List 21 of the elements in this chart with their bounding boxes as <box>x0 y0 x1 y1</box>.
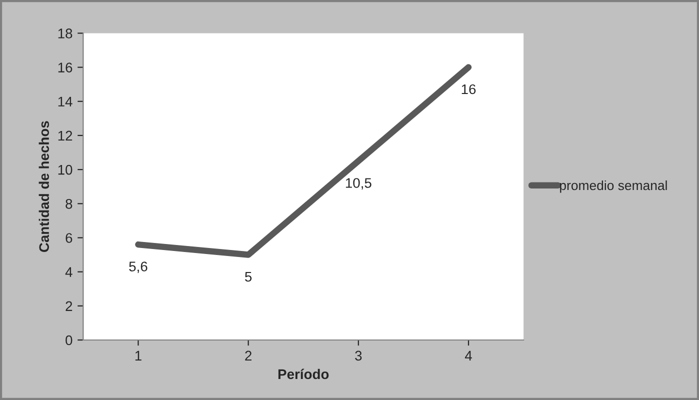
y-tick-label: 2 <box>66 301 72 311</box>
legend-label: promedio semanal <box>560 180 667 193</box>
y-axis-title: Cantidad de hechos <box>38 121 50 252</box>
data-label: 5,6 <box>129 262 148 274</box>
x-tick-label: 2 <box>245 350 252 360</box>
data-label: 10,5 <box>346 178 372 190</box>
y-tick-label: 10 <box>58 164 72 175</box>
y-tick-label: 18 <box>58 28 72 38</box>
x-tick-label: 3 <box>355 350 362 361</box>
x-tick-label: 1 <box>135 350 142 360</box>
y-tick-label: 0 <box>66 335 72 346</box>
y-tick-label: 16 <box>58 62 72 72</box>
y-tick-label: 12 <box>58 130 72 140</box>
data-label: 5 <box>245 272 252 282</box>
y-tick-label: 6 <box>66 233 72 243</box>
y-tick-label: 14 <box>58 96 72 106</box>
x-tick-label: 4 <box>464 350 472 360</box>
y-tick-label: 8 <box>66 198 72 209</box>
data-label: 16 <box>462 84 476 94</box>
x-axis-title: Período <box>278 368 329 380</box>
y-tick-label: 4 <box>65 267 72 277</box>
